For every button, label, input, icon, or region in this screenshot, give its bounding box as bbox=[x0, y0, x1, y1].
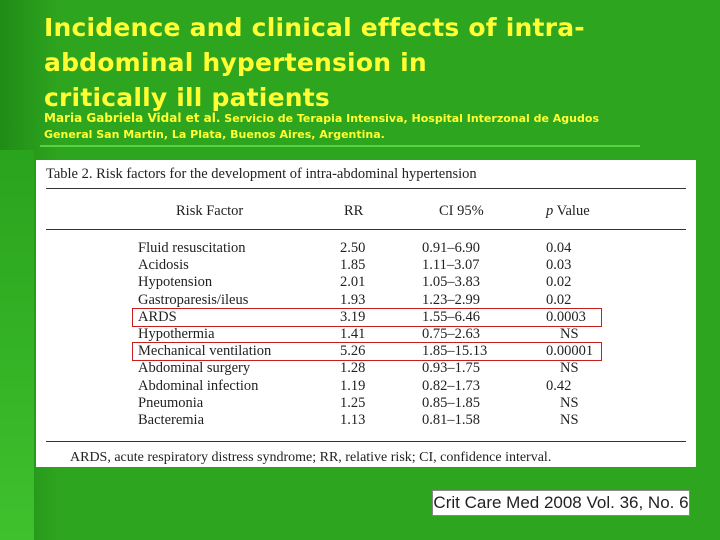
ci-cell: 0.85–1.85 bbox=[422, 394, 480, 411]
p-value-cell: 0.0003 bbox=[546, 308, 586, 325]
ci-cell: 0.82–1.73 bbox=[422, 377, 480, 394]
header-p-value: p Value bbox=[546, 203, 590, 220]
rr-cell: 3.19 bbox=[340, 308, 366, 325]
rr-cell: 1.93 bbox=[340, 291, 366, 308]
p-value-cell: 0.03 bbox=[546, 257, 572, 274]
rr-cell: 1.85 bbox=[340, 257, 366, 274]
rr-cell: 2.01 bbox=[340, 274, 366, 291]
risk-factor-cell: Acidosis bbox=[138, 257, 189, 274]
left-decorative-strip bbox=[0, 150, 34, 540]
rr-cell: 1.13 bbox=[340, 412, 366, 428]
p-value-cell: NS bbox=[560, 326, 579, 342]
rr-cell: 1.25 bbox=[340, 394, 366, 411]
risk-factor-cell: Mechanical ventilation bbox=[138, 343, 272, 360]
title-divider bbox=[40, 145, 640, 147]
risk-factor-cell: Pneumonia bbox=[138, 394, 204, 411]
table-top-rule bbox=[46, 188, 686, 189]
author-name: Maria Gabriela Vidal et al. bbox=[44, 111, 221, 125]
p-value-cell: NS bbox=[560, 360, 579, 377]
slide-title: Incidence and clinical effects of intra-… bbox=[44, 10, 704, 115]
ci-cell: 1.55–6.46 bbox=[422, 308, 480, 325]
risk-factor-cell: Hypothermia bbox=[138, 326, 215, 342]
rr-cell: 5.26 bbox=[340, 343, 366, 360]
title-line-2: abdominal hypertension in bbox=[44, 48, 427, 77]
citation-box: Crit Care Med 2008 Vol. 36, No. 6 bbox=[432, 490, 690, 516]
p-value-cell: 0.00001 bbox=[546, 343, 594, 360]
table-row: Bacteremia 1.13 0.81–1.58 NS bbox=[36, 412, 696, 429]
p-value-cell: 0.02 bbox=[546, 274, 572, 291]
header-bottom-rule bbox=[46, 229, 686, 230]
risk-factor-cell: Bacteremia bbox=[138, 412, 205, 428]
ci-cell: 1.11–3.07 bbox=[422, 257, 480, 274]
risk-factor-cell: Abdominal infection bbox=[138, 377, 259, 394]
ci-cell: 0.93–1.75 bbox=[422, 360, 480, 377]
ci-cell: 0.91–6.90 bbox=[422, 240, 480, 256]
table-row: Abdominal surgery 1.28 0.93–1.75 NS bbox=[36, 360, 696, 377]
table-caption: Table 2. Risk factors for the developmen… bbox=[46, 166, 477, 182]
risk-factor-cell: Gastroparesis/ileus bbox=[138, 291, 249, 308]
p-value-cell: NS bbox=[560, 394, 579, 411]
ci-cell: 0.81–1.58 bbox=[422, 412, 480, 428]
ci-cell: 1.23–2.99 bbox=[422, 291, 480, 308]
table-row: Hypothermia 1.41 0.75–2.63 NS bbox=[36, 326, 696, 343]
risk-factor-cell: Abdominal surgery bbox=[138, 360, 251, 377]
p-value-cell: 0.02 bbox=[546, 291, 572, 308]
p-value-cell: NS bbox=[560, 412, 579, 428]
ci-cell: 1.05–3.83 bbox=[422, 274, 480, 291]
header-rr: RR bbox=[344, 203, 364, 219]
header-risk-factor: Risk Factor bbox=[176, 203, 244, 219]
rr-cell: 1.19 bbox=[340, 377, 366, 394]
table-footnote: ARDS, acute respiratory distress syndrom… bbox=[70, 450, 552, 465]
risk-factor-cell: ARDS bbox=[138, 308, 177, 325]
slide-subtitle: Maria Gabriela Vidal et al. Servicio de … bbox=[44, 110, 704, 143]
table-row: Abdominal infection 1.19 0.82–1.73 0.42 bbox=[36, 378, 696, 395]
affiliation-line-2: General San Martin, La Plata, Buenos Air… bbox=[44, 128, 385, 141]
rr-cell: 1.28 bbox=[340, 360, 366, 377]
affiliation-line-1: Servicio de Terapia Intensiva, Hospital … bbox=[224, 112, 599, 125]
risk-factor-cell: Fluid resuscitation bbox=[138, 240, 246, 256]
table-row: Mechanical ventilation 5.26 1.85–15.13 0.00… bbox=[36, 343, 696, 360]
header-p-rest: Value bbox=[553, 203, 590, 219]
risk-factor-cell: Hypotension bbox=[138, 274, 213, 291]
risk-factor-table: Table 2. Risk factors for the developmen… bbox=[36, 160, 696, 467]
table-row: Pneumonia 1.25 0.85–1.85 NS bbox=[36, 395, 696, 412]
highlight-box bbox=[132, 342, 602, 362]
table-row: Acidosis 1.85 1.11–3.07 0.03 bbox=[36, 257, 696, 274]
ci-cell: 1.85–15.13 bbox=[422, 343, 488, 360]
table-row: Hypotension 2.01 1.05–3.83 0.02 bbox=[36, 274, 696, 291]
p-value-cell: 0.04 bbox=[546, 240, 572, 256]
header-p-italic: p bbox=[546, 203, 554, 219]
table-row: Gastroparesis/ileus 1.93 1.23–2.99 0.02 bbox=[36, 292, 696, 309]
table-row: Fluid resuscitation 2.50 0.91–6.90 0.04 bbox=[36, 240, 696, 257]
table-row: ARDS 3.19 1.55–6.46 0.0003 bbox=[36, 309, 696, 326]
highlight-box bbox=[132, 307, 602, 327]
ci-cell: 0.75–2.63 bbox=[422, 326, 480, 342]
title-line-3: critically ill patients bbox=[44, 83, 330, 112]
p-value-cell: 0.42 bbox=[546, 377, 572, 394]
header-ci: CI 95% bbox=[439, 203, 484, 219]
title-line-1: Incidence and clinical effects of intra- bbox=[44, 13, 585, 42]
table-bottom-rule bbox=[46, 441, 686, 442]
rr-cell: 2.50 bbox=[340, 240, 366, 256]
rr-cell: 1.41 bbox=[340, 326, 366, 342]
